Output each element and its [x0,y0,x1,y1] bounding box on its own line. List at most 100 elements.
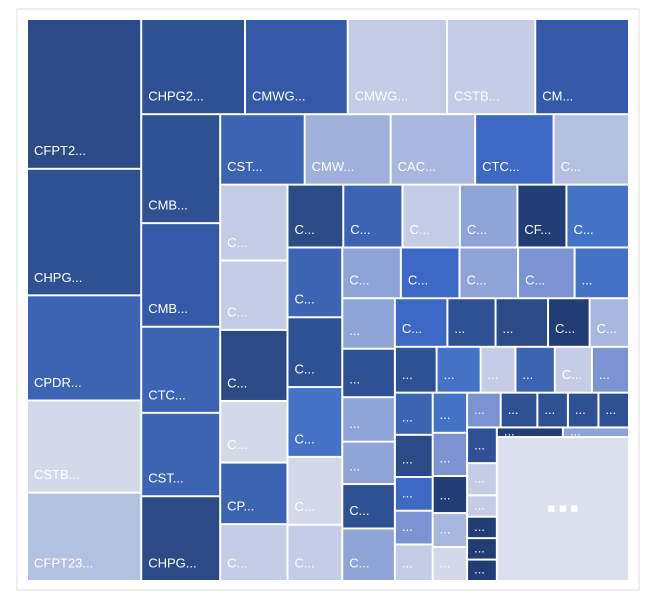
treemap-tile [496,299,548,346]
treemap-tile [343,248,400,298]
treemap-tile [288,457,342,524]
tile-label: ... [402,451,413,466]
treemap-tile [448,299,495,346]
tile-label: CFPT2... [34,143,86,158]
tile-label: CST... [148,471,183,486]
tile-label: C... [555,321,575,336]
tile-label: ... [349,372,360,387]
treemap-tile [288,248,342,317]
tile-label: C... [573,222,593,237]
tile-label: ... [454,321,465,336]
treemap-tile [288,185,343,247]
tile-label: CSTB... [34,467,80,482]
tile-label: ... [605,402,616,417]
tile-label: CHPG... [148,555,196,570]
tile-label: C... [227,235,247,250]
tile-label: ... [599,367,610,382]
treemap-tile [28,296,141,400]
treemap-tile [395,347,436,392]
treemap-tile [538,393,567,427]
treemap-tile [395,393,432,434]
tile-label: C... [350,222,370,237]
treemap-tile [448,20,535,114]
treemap-tile [468,496,496,516]
treemap-tile [344,185,402,247]
treemap-tile [518,185,566,247]
tile-label: C... [349,273,369,288]
tile-label: ... [440,555,451,570]
tile-label: ... [544,402,555,417]
treemap-tile [536,20,628,114]
tile-label: C... [294,362,314,377]
tile-label: C... [294,222,314,237]
tile-label: CTC... [148,387,186,402]
treemap-tile [246,20,347,114]
tile-label: CMW... [312,159,355,174]
tile-label: C... [227,555,247,570]
treemap-tile [28,169,141,295]
treemap-tile [221,261,287,329]
treemap-tile [481,347,515,392]
tile-label: C... [227,304,247,319]
treemap-tile [395,477,432,510]
treemap-tile [305,115,390,184]
treemap-tile [395,299,447,346]
treemap-tile [142,327,220,412]
tile-label: C... [408,273,428,288]
tile-label: ... [440,488,451,503]
tile-label: CTC... [482,159,520,174]
tile-label: CMB... [148,198,188,213]
tile-label: ... [474,471,485,486]
treemap-tile [343,529,394,580]
tile-label: CMB... [148,301,188,316]
tile-label: ... [402,409,413,424]
tile-label: CHPG... [34,270,82,285]
tile-label: C... [409,222,429,237]
treemap-tile [142,20,245,114]
tile-label: C... [349,503,369,518]
tile-label: C... [525,273,545,288]
tile-label: ... [474,519,485,534]
treemap-tile [343,349,394,397]
treemap-tile [221,115,304,184]
tile-label: C... [294,431,314,446]
treemap-tile [433,393,467,432]
treemap-tile [516,347,554,392]
tile-label: CMWG... [355,89,408,104]
treemap-tile [221,185,287,260]
treemap-tile [343,442,394,484]
treemap-tile [348,20,447,114]
tile-label: CF... [524,222,551,237]
treemap-tile [590,299,628,346]
treemap-tile [221,463,287,524]
tile-label: ... [402,555,413,570]
treemap-tile [468,517,496,538]
treemap-tile [468,539,496,559]
treemap-tile [142,413,220,496]
tile-label: C... [466,273,486,288]
tile-label: ... [474,438,485,453]
tile-label: C... [349,555,369,570]
tile-label: ■ ■ ■ [548,500,579,515]
treemap-tile [142,224,220,326]
treemap-tile [460,248,518,298]
treemap-tile [599,393,628,427]
treemap-tile [501,393,537,427]
treemap-tile [468,428,496,463]
tile-label: C... [467,222,487,237]
treemap-tile [343,398,394,441]
tile-label: C... [562,367,582,382]
tile-label: ... [488,367,499,382]
treemap-tile [288,318,342,387]
tile-label: CAC... [398,159,436,174]
treemap-tile [28,493,141,580]
tile-label: CPDR... [34,375,82,390]
tile-label: ... [575,402,586,417]
tile-label: ... [349,323,360,338]
tile-label: C... [402,321,422,336]
tile-label: ... [474,497,485,512]
tile-label: C... [294,555,314,570]
treemap-tile [468,464,496,495]
tile-label: ... [474,562,485,577]
